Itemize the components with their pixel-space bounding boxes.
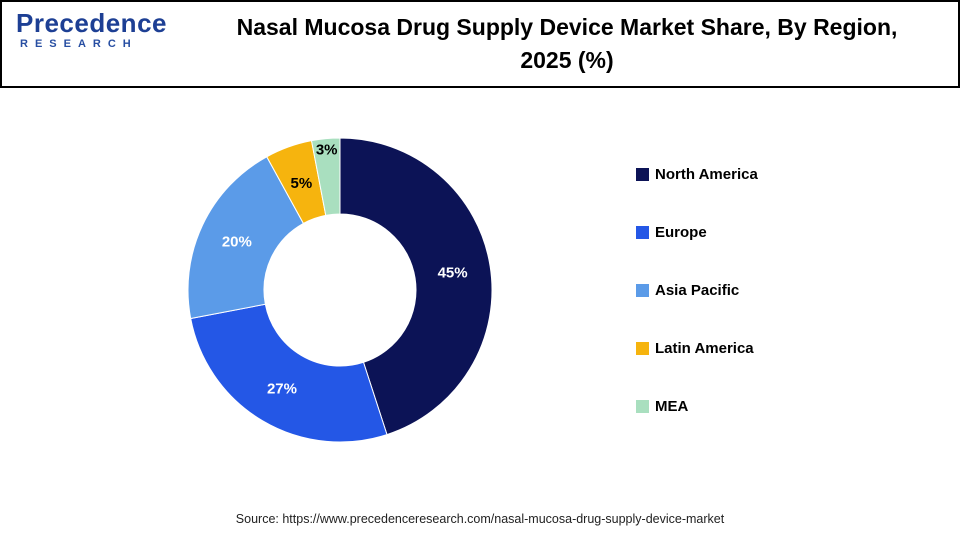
legend-item-latin-america: Latin America <box>636 337 758 359</box>
legend-swatch <box>636 225 649 239</box>
legend-label: Latin America <box>655 339 754 357</box>
slice-label-mea: 3% <box>316 142 338 159</box>
chart-slice-europe <box>190 303 388 443</box>
legend: North America Europe Asia Pacific Latin Ame… <box>636 163 758 453</box>
legend-swatch <box>636 399 649 413</box>
slice-label-north-america: 45% <box>438 264 468 281</box>
chart-slice-asia-pacific <box>187 156 305 320</box>
source-text: Source: https://www.precedenceresearch.c… <box>235 512 725 526</box>
legend-item-europe: Europe <box>636 221 758 243</box>
legend-label: MEA <box>655 397 689 415</box>
precedence-logo: Precedence RESEARCH <box>16 10 191 50</box>
logo-brand: Precedence <box>16 8 167 38</box>
legend-swatch <box>636 283 649 297</box>
slice-label-asia-pacific: 20% <box>222 234 252 251</box>
legend-item-north-america: North America <box>636 163 758 185</box>
legend-item-mea: MEA <box>636 395 758 417</box>
legend-label: Asia Pacific <box>655 281 740 299</box>
legend-item-asia-pacific: Asia Pacific <box>636 279 758 301</box>
logo-subtitle: RESEARCH <box>20 38 138 50</box>
legend-label: Europe <box>655 223 707 241</box>
footer: Source: https://www.precedenceresearch.c… <box>0 510 960 528</box>
chart-title-line1: Nasal Mucosa Drug Supply Device Market S… <box>236 14 898 40</box>
chart-title: Nasal Mucosa Drug Supply Device Market S… <box>197 11 937 77</box>
chart-slice-mea <box>310 137 341 216</box>
donut-chart: 45% 27% 20% 5%3% <box>187 137 493 443</box>
chart-slice-north-america <box>339 137 493 436</box>
header: Precedence RESEARCH Nasal Mucosa Drug Su… <box>0 0 960 88</box>
legend-label: North America <box>655 165 758 183</box>
legend-swatch <box>636 341 649 355</box>
legend-swatch <box>636 167 649 181</box>
slice-label-latin-america: 5% <box>291 175 313 192</box>
slice-label-europe: 27% <box>267 380 297 397</box>
chart-title-line2: 2025 (%) <box>520 47 614 73</box>
